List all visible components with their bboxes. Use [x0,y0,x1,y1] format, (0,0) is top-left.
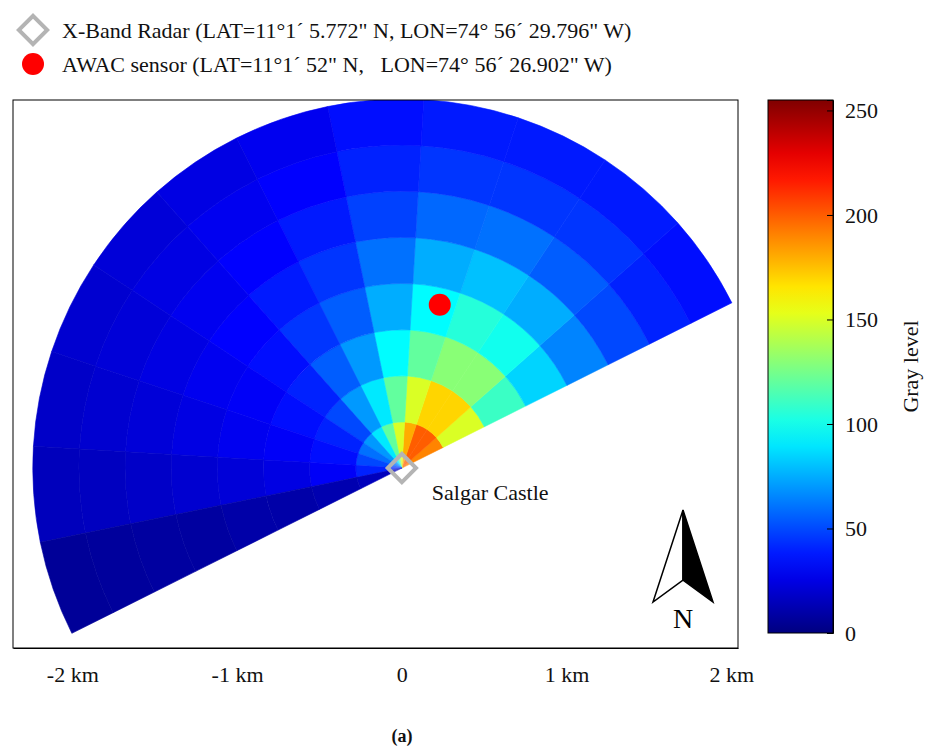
colorbar-tick-mark [827,319,833,320]
radar-cell [310,439,358,465]
x-axis-line [14,648,739,649]
x-tick-label: 1 km [545,662,590,687]
north-arrow [653,510,713,602]
x-tick: 1 km [545,648,590,687]
radar-cell [405,376,431,424]
x-tick-label: 2 km [710,662,755,687]
point-label: Salgar Castle [432,480,549,505]
radar-cell [52,265,133,366]
points [388,294,451,483]
colorbar-tick: 200 [827,203,878,228]
legend-label: X-Band Radar (LAT=11°1´ 5.772" N, LON=74… [62,18,631,43]
legend-marker [19,16,47,44]
radar-cell [79,449,131,533]
radar-cell [33,352,95,449]
x-tick-label: -2 km [47,662,99,687]
radar-cell [421,100,518,162]
colorbar [768,100,833,633]
caption: (a) [392,726,413,747]
plot-frame [13,100,738,648]
radar-cell [125,452,176,524]
radar-cells [33,100,732,633]
colorbar-tick-label: 150 [845,307,878,332]
x-tick: 2 km [710,648,755,687]
x-tick: 0 [397,648,408,687]
radar-cell [328,100,424,152]
colorbar-tick: 100 [827,412,878,437]
colorbar-title: Gray level [898,320,923,412]
north-arrow-left [653,510,683,602]
legend-label: AWAC sensor (LAT=11°1´ 52" N, LON=74° 56… [62,52,612,77]
x-tick: -1 km [212,648,264,687]
radar-cell [33,446,86,542]
figure: Salgar Castle -2 km -1 km 0 1 km 2 km 0 50 100 15… [0,0,937,753]
colorbar-tick-label: 50 [845,516,867,541]
colorbar-tick-label: 100 [845,412,878,437]
colorbar-axis: 0 50 100 150 200 250 [827,98,878,646]
north-arrow-right [683,510,713,602]
north-label: N [673,603,693,634]
plot-background [13,100,738,648]
point-marker [429,294,451,316]
radar-cell [337,145,421,197]
colorbar-tick-mark [827,110,833,111]
colorbar-tick: 250 [827,98,878,123]
radar-cell [504,118,605,199]
x-tick-label: 0 [397,662,408,687]
radar-cell [218,410,271,460]
legend: X-Band Radar (LAT=11°1´ 5.772" N, LON=74… [19,16,631,77]
colorbar-tick: 50 [827,516,867,541]
radar-cell [355,237,415,287]
radar-cell [346,191,418,242]
radar-cell [407,330,445,381]
radar-cell [40,533,113,633]
colorbar-tick-label: 250 [845,98,878,123]
colorbar-tick-mark [827,215,833,216]
colorbar-tick: 0 [827,621,856,646]
x-tick: -2 km [47,648,99,687]
data-layer [33,100,732,633]
colorbar-axis-line [827,101,834,634]
colorbar-tick: 150 [827,307,878,332]
x-axis: -2 km -1 km 0 1 km 2 km [14,648,755,687]
colorbar-tick-mark [827,633,833,634]
radar-cell [311,477,360,509]
colorbar-tick-mark [827,528,833,529]
radar-cell [410,284,460,337]
radar-cell [264,424,315,462]
point-marker [388,454,416,482]
radar-cell [171,454,221,514]
colorbar-tick-label: 0 [845,621,856,646]
x-tick-label: -1 km [212,662,264,687]
colorbar-tick-mark [827,424,833,425]
legend-marker [22,53,44,75]
colorbar-tick-label: 200 [845,203,878,228]
